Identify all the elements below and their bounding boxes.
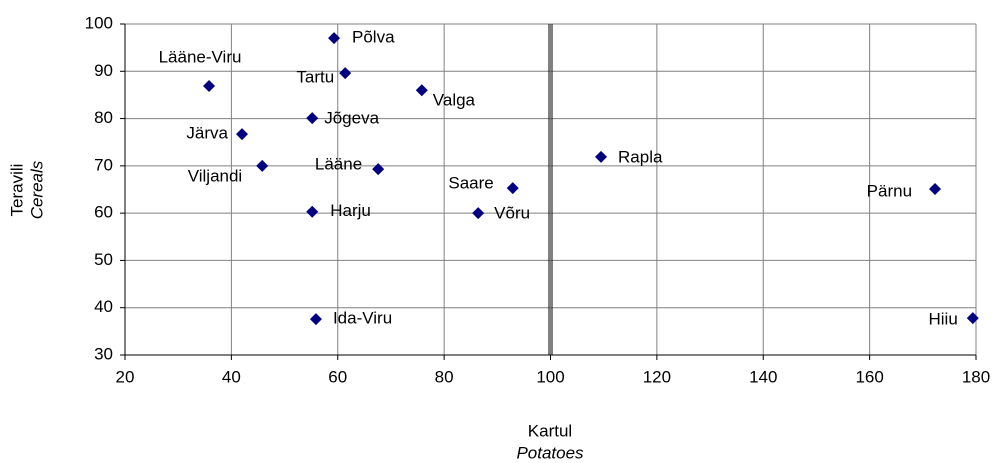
point-label: Tartu — [296, 68, 334, 87]
x-tick-label: 120 — [643, 367, 671, 386]
y-tick-label: 100 — [85, 13, 113, 32]
point — [306, 205, 319, 218]
point — [472, 207, 485, 220]
point-label: Harju — [330, 201, 371, 220]
x-axis-subtitle: Potatoes — [516, 443, 584, 462]
point — [309, 313, 322, 326]
y-axis-title: Teravili — [7, 164, 26, 217]
x-axis-title: Kartul — [528, 421, 572, 440]
point-label: Rapla — [618, 147, 663, 166]
y-tick-label: 70 — [94, 155, 113, 174]
point-label: Põlva — [352, 28, 395, 47]
point-label: Saare — [448, 174, 493, 193]
point — [256, 159, 269, 172]
y-tick-label: 80 — [94, 108, 113, 127]
point-label: Lääne-Viru — [159, 47, 242, 66]
point-label: Valga — [433, 91, 476, 110]
y-tick-label: 30 — [94, 344, 113, 363]
point — [372, 163, 385, 176]
point — [236, 128, 249, 141]
x-tick-label: 100 — [536, 367, 564, 386]
point-label: Võru — [494, 204, 530, 223]
point-label: Järva — [186, 124, 228, 143]
x-tick-label: 180 — [962, 367, 990, 386]
x-tick-label: 20 — [116, 367, 135, 386]
point — [595, 150, 608, 163]
point-label: Ida-Viru — [333, 309, 392, 328]
y-tick-label: 60 — [94, 203, 113, 222]
y-tick-label: 90 — [94, 61, 113, 80]
y-tick-label: 50 — [94, 250, 113, 269]
point — [966, 312, 979, 325]
y-tick-label: 40 — [94, 297, 113, 316]
x-tick-label: 60 — [328, 367, 347, 386]
point-label: Pärnu — [867, 182, 912, 201]
point-label: Hiiu — [929, 310, 958, 329]
x-tick-label: 80 — [435, 367, 454, 386]
y-axis-subtitle: Cereals — [27, 160, 46, 219]
point — [506, 182, 519, 195]
point-label: Lääne — [315, 155, 362, 174]
x-tick-label: 40 — [222, 367, 241, 386]
point-label: Jõgeva — [324, 109, 379, 128]
point — [929, 183, 942, 196]
x-tick-label: 160 — [855, 367, 883, 386]
x-tick-label: 140 — [749, 367, 777, 386]
point — [203, 79, 216, 92]
point — [328, 32, 341, 45]
point — [339, 67, 352, 80]
point-label: Viljandi — [188, 166, 243, 185]
point — [415, 84, 428, 97]
point — [306, 112, 319, 125]
